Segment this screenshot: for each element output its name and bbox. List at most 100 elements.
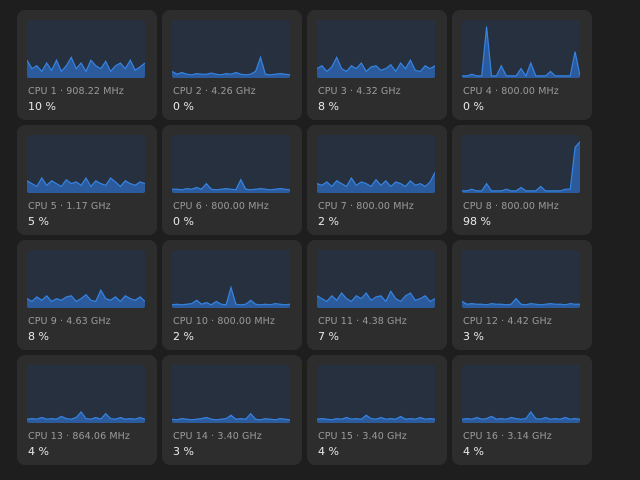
cpu-usage-graph	[462, 135, 580, 193]
usage-line	[172, 412, 290, 421]
usage-area	[172, 413, 290, 423]
usage-area	[172, 57, 290, 78]
usage-line	[462, 297, 580, 306]
usage-area	[317, 291, 435, 308]
cpu-label: CPU 13 · 864.06 MHz	[28, 431, 130, 442]
cpu-usage-graph	[172, 250, 290, 308]
cpu-usage-sparkline	[172, 55, 290, 78]
cpu-usage-sparkline	[172, 178, 290, 193]
cpu-usage-sparkline	[317, 290, 435, 308]
cpu-usage-graph	[172, 135, 290, 193]
cpu-usage-graph	[172, 20, 290, 78]
usage-line	[172, 55, 290, 76]
cpu-label: CPU 3 · 4.32 GHz	[318, 86, 401, 97]
cpu-usage-sparkline	[462, 26, 580, 78]
cpu-usage-sparkline	[27, 176, 145, 193]
usage-area	[27, 178, 145, 193]
cpu-usage-percent: 4 %	[318, 445, 339, 458]
cpu-card: CPU 16 · 3.14 GHz 4 %	[452, 355, 592, 465]
usage-line	[317, 56, 435, 73]
cpu-label: CPU 4 · 800.00 MHz	[463, 86, 559, 97]
usage-area	[462, 411, 580, 423]
cpu-usage-graph	[27, 135, 145, 193]
cpu-usage-graph	[172, 365, 290, 423]
cpu-usage-sparkline	[172, 285, 290, 308]
cpu-card: CPU 3 · 4.32 GHz 8 %	[307, 10, 447, 120]
cpu-usage-percent: 4 %	[28, 445, 49, 458]
usage-line	[27, 288, 145, 303]
usage-line	[462, 26, 580, 78]
cpu-usage-percent: 2 %	[173, 330, 194, 343]
cpu-card: CPU 8 · 800.00 MHz 98 %	[452, 125, 592, 235]
cpu-label: CPU 16 · 3.14 GHz	[463, 431, 552, 442]
cpu-label: CPU 2 · 4.26 GHz	[173, 86, 256, 97]
usage-area	[462, 26, 580, 78]
cpu-label: CPU 14 · 3.40 GHz	[173, 431, 262, 442]
usage-area	[27, 411, 145, 423]
cpu-usage-percent: 98 %	[463, 215, 491, 228]
cpu-label: CPU 10 · 800.00 MHz	[173, 316, 275, 327]
cpu-card: CPU 15 · 3.40 GHz 4 %	[307, 355, 447, 465]
cpu-card: CPU 6 · 800.00 MHz 0 %	[162, 125, 302, 235]
usage-line	[27, 410, 145, 420]
cpu-card: CPU 2 · 4.26 GHz 0 %	[162, 10, 302, 120]
usage-area	[27, 290, 145, 308]
cpu-usage-sparkline	[462, 141, 580, 193]
cpu-card: CPU 7 · 800.00 MHz 2 %	[307, 125, 447, 235]
cpu-label: CPU 7 · 800.00 MHz	[318, 201, 414, 212]
cpu-usage-graph	[462, 20, 580, 78]
usage-line	[317, 172, 435, 188]
usage-line	[27, 176, 145, 188]
usage-line	[317, 414, 435, 421]
cpu-card: CPU 4 · 800.00 MHz 0 %	[452, 10, 592, 120]
cpu-card: CPU 1 · 908.22 MHz 10 %	[17, 10, 157, 120]
cpu-usage-sparkline	[27, 410, 145, 423]
cpu-usage-sparkline	[172, 412, 290, 423]
usage-area	[172, 179, 290, 193]
usage-area	[317, 57, 435, 78]
usage-line	[27, 56, 145, 73]
cpu-usage-graph	[317, 135, 435, 193]
cpu-usage-sparkline	[317, 56, 435, 78]
usage-line	[317, 290, 435, 303]
usage-area	[317, 415, 435, 423]
cpu-usage-percent: 2 %	[318, 215, 339, 228]
cpu-usage-graph	[317, 250, 435, 308]
usage-area	[317, 172, 435, 193]
cpu-card: CPU 5 · 1.17 GHz 5 %	[17, 125, 157, 235]
cpu-usage-sparkline	[317, 414, 435, 423]
cpu-label: CPU 11 · 4.38 GHz	[318, 316, 407, 327]
cpu-usage-percent: 0 %	[173, 100, 194, 113]
cpu-usage-sparkline	[27, 288, 145, 308]
usage-area	[172, 287, 290, 308]
cpu-usage-sparkline	[27, 56, 145, 78]
cpu-usage-graph	[27, 365, 145, 423]
cpu-usage-sparkline	[462, 410, 580, 423]
cpu-usage-sparkline	[462, 297, 580, 308]
cpu-usage-percent: 8 %	[28, 330, 49, 343]
cpu-usage-graph	[317, 365, 435, 423]
cpu-card: CPU 10 · 800.00 MHz 2 %	[162, 240, 302, 350]
usage-area	[462, 141, 580, 193]
cpu-usage-percent: 4 %	[463, 445, 484, 458]
cpu-usage-percent: 3 %	[173, 445, 194, 458]
cpu-usage-graph	[462, 250, 580, 308]
usage-line	[172, 178, 290, 191]
cpu-card: CPU 11 · 4.38 GHz 7 %	[307, 240, 447, 350]
cpu-label: CPU 15 · 3.40 GHz	[318, 431, 407, 442]
cpu-usage-percent: 5 %	[28, 215, 49, 228]
cpu-card: CPU 9 · 4.63 GHz 8 %	[17, 240, 157, 350]
cpu-card: CPU 14 · 3.40 GHz 3 %	[162, 355, 302, 465]
cpu-usage-graph	[27, 20, 145, 78]
cpu-usage-percent: 3 %	[463, 330, 484, 343]
cpu-usage-percent: 7 %	[318, 330, 339, 343]
usage-line	[462, 410, 580, 420]
cpu-usage-percent: 8 %	[318, 100, 339, 113]
cpu-card: CPU 12 · 4.42 GHz 3 %	[452, 240, 592, 350]
cpu-label: CPU 9 · 4.63 GHz	[28, 316, 111, 327]
cpu-usage-graph	[27, 250, 145, 308]
cpu-usage-graph	[462, 365, 580, 423]
cpu-label: CPU 6 · 800.00 MHz	[173, 201, 269, 212]
cpu-usage-graph	[317, 20, 435, 78]
cpu-label: CPU 12 · 4.42 GHz	[463, 316, 552, 327]
